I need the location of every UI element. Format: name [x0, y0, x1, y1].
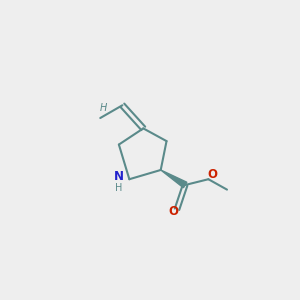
- Text: H: H: [115, 184, 123, 194]
- Polygon shape: [161, 170, 187, 188]
- Text: H: H: [100, 103, 107, 112]
- Text: N: N: [114, 170, 124, 183]
- Text: O: O: [168, 205, 178, 218]
- Text: O: O: [207, 168, 217, 181]
